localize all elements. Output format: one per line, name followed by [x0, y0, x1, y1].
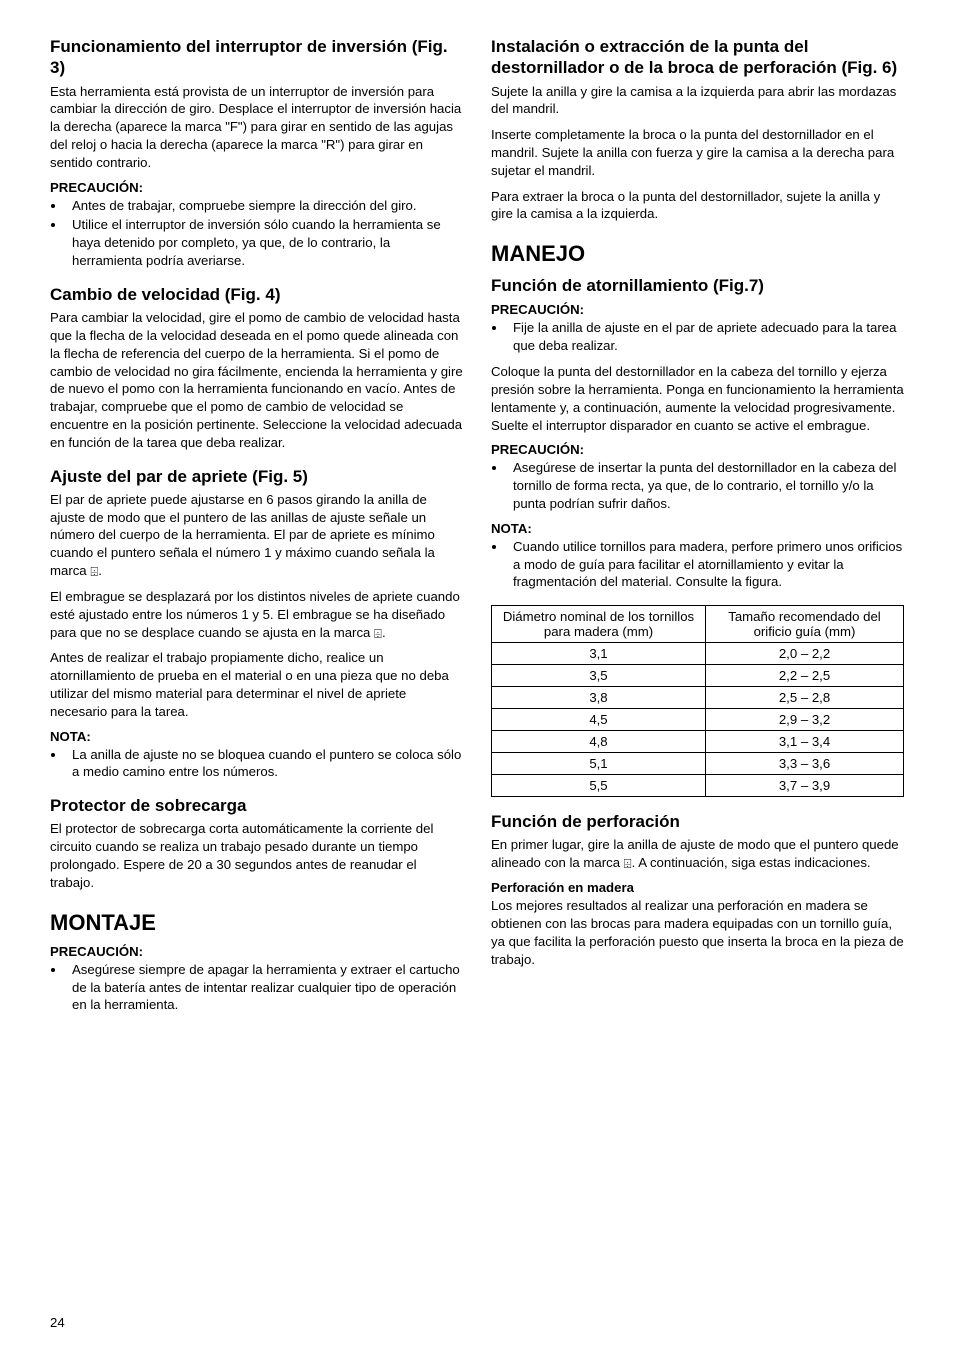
- body-text: El embrague se desplazará por los distin…: [50, 588, 463, 641]
- heading: Función de atornillamiento (Fig.7): [491, 275, 904, 296]
- section-install-bit: Instalación o extracción de la punta del…: [491, 36, 904, 223]
- heading: Función de perforación: [491, 811, 904, 832]
- table-cell: 3,1: [492, 643, 706, 665]
- note-list: La anilla de ajuste no se bloquea cuando…: [50, 746, 463, 782]
- caution-label: PRECAUCIÓN:: [491, 302, 904, 317]
- table-cell: 3,7 – 3,9: [705, 775, 903, 797]
- body-text: Para extraer la broca o la punta del des…: [491, 188, 904, 224]
- heading: Cambio de velocidad (Fig. 4): [50, 284, 463, 305]
- main-heading: MANEJO: [491, 241, 904, 267]
- table-cell: 2,5 – 2,8: [705, 687, 903, 709]
- pilot-hole-table: Diámetro nominal de los tornillos para m…: [491, 605, 904, 797]
- table-row: 4,83,1 – 3,4: [492, 731, 904, 753]
- body-text: Sujete la anilla y gire la camisa a la i…: [491, 83, 904, 119]
- caution-label: PRECAUCIÓN:: [50, 944, 463, 959]
- table-cell: 3,1 – 3,4: [705, 731, 903, 753]
- caution-list: Asegúrese de insertar la punta del desto…: [491, 459, 904, 512]
- table-cell: 5,5: [492, 775, 706, 797]
- body-text: El protector de sobrecarga corta automát…: [50, 820, 463, 891]
- list-item: Antes de trabajar, compruebe siempre la …: [66, 197, 463, 215]
- table-row: 3,52,2 – 2,5: [492, 665, 904, 687]
- list-item: Asegúrese de insertar la punta del desto…: [507, 459, 904, 512]
- list-item: Cuando utilice tornillos para madera, pe…: [507, 538, 904, 591]
- list-item: Utilice el interruptor de inversión sólo…: [66, 216, 463, 269]
- body-text: En primer lugar, gire la anilla de ajust…: [491, 836, 904, 872]
- page-number: 24: [50, 1315, 65, 1330]
- drill-icon: ⌹: [374, 625, 382, 643]
- section-drilling: Función de perforación En primer lugar, …: [491, 811, 904, 968]
- caution-list: Asegúrese siempre de apagar la herramien…: [50, 961, 463, 1014]
- table-cell: 4,8: [492, 731, 706, 753]
- table-cell: 4,5: [492, 709, 706, 731]
- drill-icon: ⌹: [624, 855, 632, 873]
- heading: Ajuste del par de apriete (Fig. 5): [50, 466, 463, 487]
- body-text: Inserte completamente la broca o la punt…: [491, 126, 904, 179]
- body-text: Los mejores resultados al realizar una p…: [491, 897, 904, 968]
- table-cell: 5,1: [492, 753, 706, 775]
- table-row: 3,12,0 – 2,2: [492, 643, 904, 665]
- section-operation: MANEJO Función de atornillamiento (Fig.7…: [491, 241, 904, 591]
- list-item: Fije la anilla de ajuste en el par de ap…: [507, 319, 904, 355]
- table-row: 4,52,9 – 3,2: [492, 709, 904, 731]
- table-cell: 3,5: [492, 665, 706, 687]
- body-text: Para cambiar la velocidad, gire el pomo …: [50, 309, 463, 452]
- heading: Funcionamiento del interruptor de invers…: [50, 36, 463, 79]
- section-speed-change: Cambio de velocidad (Fig. 4) Para cambia…: [50, 284, 463, 452]
- body-text: Coloque la punta del destornillador en l…: [491, 363, 904, 434]
- list-item: Asegúrese siempre de apagar la herramien…: [66, 961, 463, 1014]
- table-cell: 2,0 – 2,2: [705, 643, 903, 665]
- note-label: NOTA:: [491, 521, 904, 536]
- main-heading: MONTAJE: [50, 910, 463, 936]
- left-column: Funcionamiento del interruptor de invers…: [50, 36, 463, 1028]
- list-item: La anilla de ajuste no se bloquea cuando…: [66, 746, 463, 782]
- heading: Instalación o extracción de la punta del…: [491, 36, 904, 79]
- table-cell: 3,8: [492, 687, 706, 709]
- table-row: 3,82,5 – 2,8: [492, 687, 904, 709]
- caution-label: PRECAUCIÓN:: [491, 442, 904, 457]
- section-torque-adjust: Ajuste del par de apriete (Fig. 5) El pa…: [50, 466, 463, 782]
- table-header: Tamaño recomendado del orificio guía (mm…: [705, 606, 903, 643]
- note-list: Cuando utilice tornillos para madera, pe…: [491, 538, 904, 591]
- table-row: 5,53,7 – 3,9: [492, 775, 904, 797]
- note-label: NOTA:: [50, 729, 463, 744]
- heading: Protector de sobrecarga: [50, 795, 463, 816]
- caution-list: Fije la anilla de ajuste en el par de ap…: [491, 319, 904, 355]
- subheading: Perforación en madera: [491, 880, 904, 895]
- table-header: Diámetro nominal de los tornillos para m…: [492, 606, 706, 643]
- section-assembly: MONTAJE PRECAUCIÓN: Asegúrese siempre de…: [50, 910, 463, 1014]
- table-cell: 2,2 – 2,5: [705, 665, 903, 687]
- table-cell: 2,9 – 3,2: [705, 709, 903, 731]
- right-column: Instalación o extracción de la punta del…: [491, 36, 904, 1028]
- drill-icon: ⌹: [90, 563, 98, 581]
- table-row: 5,13,3 – 3,6: [492, 753, 904, 775]
- caution-list: Antes de trabajar, compruebe siempre la …: [50, 197, 463, 270]
- body-text: Antes de realizar el trabajo propiamente…: [50, 649, 463, 720]
- caution-label: PRECAUCIÓN:: [50, 180, 463, 195]
- body-text: El par de apriete puede ajustarse en 6 p…: [50, 491, 463, 580]
- table-cell: 3,3 – 3,6: [705, 753, 903, 775]
- table-header-row: Diámetro nominal de los tornillos para m…: [492, 606, 904, 643]
- body-text: Esta herramienta está provista de un int…: [50, 83, 463, 172]
- section-overload-protector: Protector de sobrecarga El protector de …: [50, 795, 463, 892]
- section-inversion-switch: Funcionamiento del interruptor de invers…: [50, 36, 463, 270]
